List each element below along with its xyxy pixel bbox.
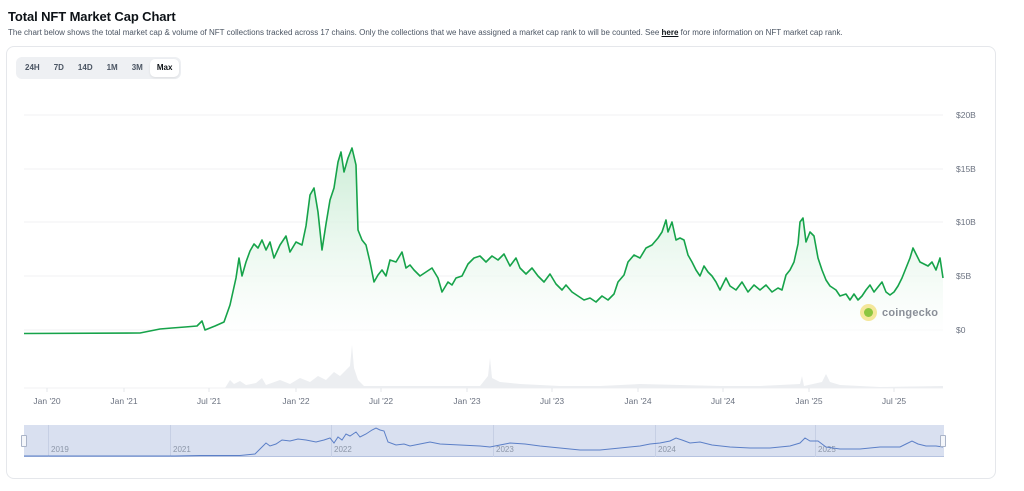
range-3m-button[interactable]: 3M (131, 63, 143, 72)
navigator-year-label: 2025 (818, 445, 836, 454)
here-link[interactable]: here (661, 28, 679, 37)
x-axis-label: Jul '25 (881, 396, 907, 406)
x-axis-label: Jul '22 (368, 396, 394, 406)
x-axis-label: Jul '21 (196, 396, 222, 406)
navigator-divider (493, 425, 494, 457)
navigator-right-handle[interactable] (940, 435, 946, 447)
navigator-left-handle[interactable] (21, 435, 27, 447)
navigator-year-label: 2024 (658, 445, 676, 454)
y-axis-label: $0 (956, 325, 966, 335)
navigator-divider (331, 425, 332, 457)
description-text: The chart below shows the total market c… (8, 28, 662, 37)
range-navigator[interactable] (24, 425, 944, 457)
navigator-year-label: 2019 (51, 445, 69, 454)
range-max-button[interactable]: Max (149, 59, 180, 77)
navigator-year-label: 2023 (496, 445, 514, 454)
market-cap-area (24, 148, 943, 334)
x-axis-label: Jan '20 (33, 396, 61, 406)
x-axis-label: Jan '22 (282, 396, 310, 406)
navigator-year-label: 2022 (334, 445, 352, 454)
x-axis-label: Jan '24 (624, 396, 652, 406)
range-7d-button[interactable]: 7D (53, 63, 64, 72)
y-axis-label: $5B (956, 271, 972, 281)
navigator-divider (48, 425, 49, 457)
description-text-tail: for more information on NFT market cap r… (678, 28, 843, 37)
navigator-divider (170, 425, 171, 457)
y-axis-label: $15B (956, 164, 976, 174)
range-24h-button[interactable]: 24H (25, 63, 40, 72)
y-axis-label: $20B (956, 110, 976, 120)
x-axis-label: Jan '21 (110, 396, 138, 406)
x-axis-label: Jan '25 (795, 396, 823, 406)
navigator-year-label: 2021 (173, 445, 191, 454)
x-tick-marks (46, 388, 895, 392)
coingecko-watermark: coingecko (860, 304, 938, 321)
coingecko-gecko-icon (860, 304, 877, 321)
x-axis-label: Jul '23 (539, 396, 565, 406)
market-cap-line (23, 147, 944, 335)
time-range-selector: 24H 7D 14D 1M 3M Max (16, 57, 182, 79)
range-1m-button[interactable]: 1M (106, 63, 118, 72)
chart-description: The chart below shows the total market c… (8, 28, 843, 37)
x-axis-label: Jul '24 (710, 396, 736, 406)
x-axis-label: Jan '23 (453, 396, 481, 406)
navigator-divider (655, 425, 656, 457)
y-axis-label: $10B (956, 217, 976, 227)
page-title: Total NFT Market Cap Chart (8, 9, 176, 24)
range-14d-button[interactable]: 14D (77, 63, 93, 72)
watermark-text: coingecko (882, 306, 939, 319)
